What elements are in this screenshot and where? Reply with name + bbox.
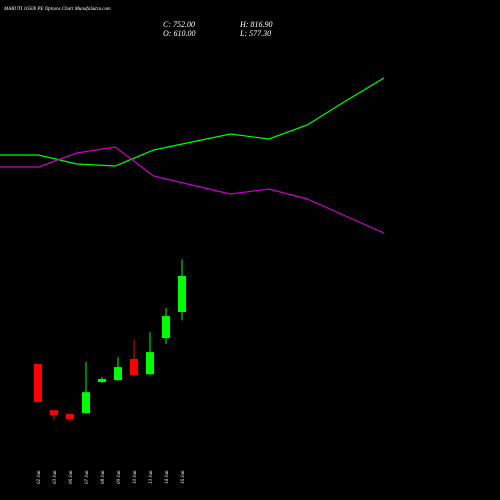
candle-body <box>178 276 186 313</box>
x-tick-label: 09 Jan <box>117 470 122 484</box>
x-tick-label: 14 Jan <box>165 470 170 484</box>
x-tick-label: 16 Jan <box>181 470 186 484</box>
candle-body <box>130 358 138 375</box>
info-open: O: 610.00 <box>163 29 195 38</box>
x-tick-label: 06 Jan <box>69 470 74 484</box>
candle-body <box>162 316 170 339</box>
info-low: L: 577.30 <box>239 29 271 38</box>
indicator-line <box>0 77 385 167</box>
info-high: H: 816.90 <box>239 20 272 29</box>
x-tick-label: 07 Jan <box>85 470 90 484</box>
x-tick-label: 13 Jan <box>149 470 154 484</box>
candle-body <box>66 414 74 420</box>
x-tick-label: 02 Jan <box>37 470 42 484</box>
candle-body <box>34 364 42 403</box>
candle-body <box>50 410 58 416</box>
indicator-line <box>0 146 385 234</box>
candle-body <box>114 367 122 381</box>
chart-title: MARUTI 16500 PE Options Chart MunafaSutr… <box>3 7 111 12</box>
x-tick-label: 10 Jan <box>133 470 138 484</box>
x-tick-label: 03 Jan <box>53 470 58 484</box>
info-close: C: 752.00 <box>163 20 195 29</box>
candle-body <box>82 392 90 413</box>
x-tick-label: 08 Jan <box>101 470 106 484</box>
candle-body <box>146 352 154 375</box>
candle-body <box>98 378 106 383</box>
